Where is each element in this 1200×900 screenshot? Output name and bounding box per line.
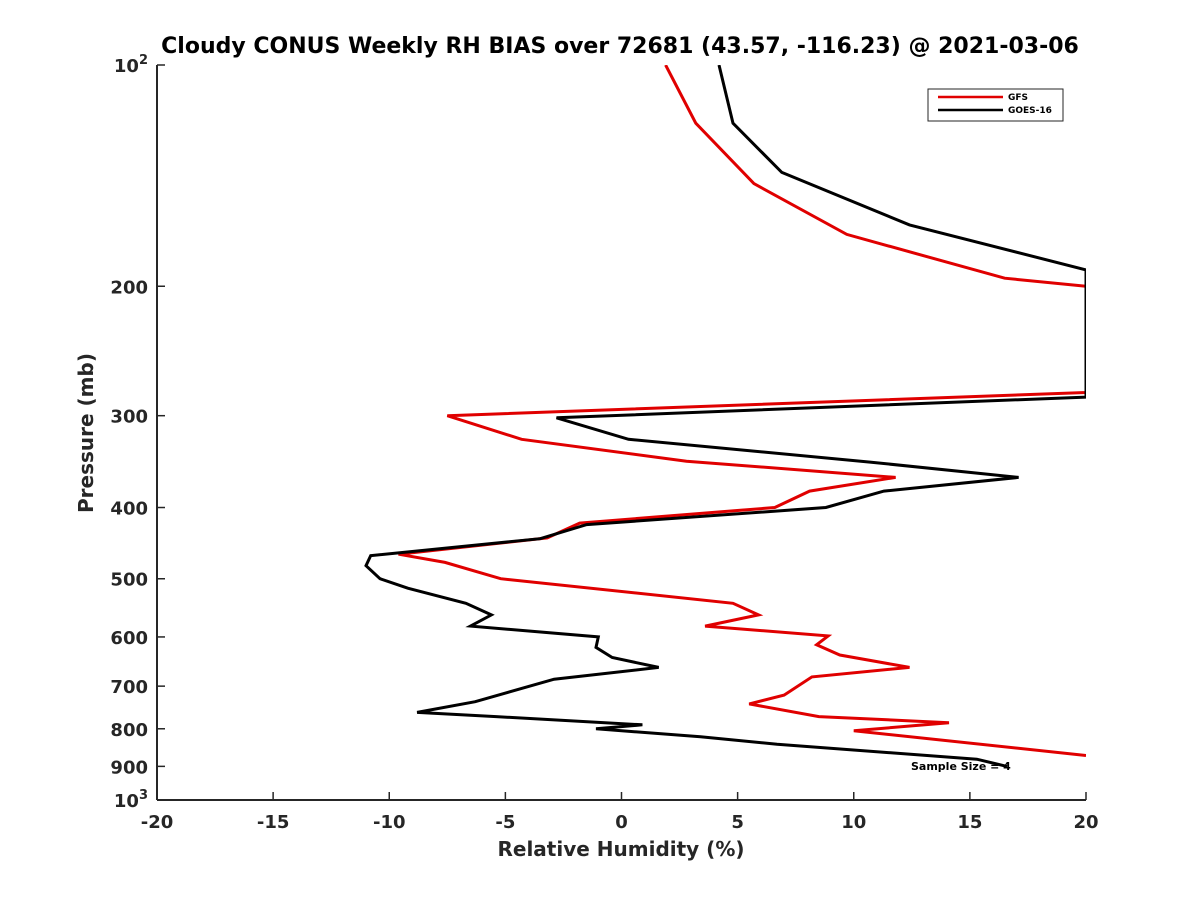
y-tick-label: 400 [110, 499, 148, 520]
x-tick-label: 15 [957, 812, 982, 833]
y-tick-label: 700 [110, 677, 148, 698]
x-tick-label: 10 [841, 812, 866, 833]
y-tick-label: 900 [110, 757, 148, 778]
x-tick-label: 20 [1073, 812, 1098, 833]
x-tick-label: 5 [731, 812, 744, 833]
y-tick-label: 103 [114, 788, 148, 812]
legend-box [927, 88, 1064, 122]
x-axis-label: Relative Humidity (%) [497, 837, 744, 861]
y-tick-label: 300 [110, 407, 148, 428]
y-tick-label: 600 [110, 628, 148, 649]
x-tick-label: -5 [495, 812, 515, 833]
x-tick-label: -20 [141, 812, 174, 833]
y-axis-label: Pressure (mb) [74, 353, 98, 513]
y-tick-label: 200 [110, 277, 148, 298]
x-tick-label: -10 [373, 812, 406, 833]
y-tick-group: 102 200 300 400 500 600 700 800 900 103 [110, 53, 165, 812]
series-line-gfs [398, 65, 1086, 757]
y-tick-label: 500 [110, 570, 148, 591]
x-tick-group: -20 -15 -10 -5 0 5 10 15 20 [141, 792, 1099, 833]
x-tick-label: -15 [257, 812, 290, 833]
sample-size-annotation: Sample Size = 4 [911, 760, 1011, 773]
series-layer [364, 65, 1086, 768]
chart-title: Cloudy CONUS Weekly RH BIAS over 72681 (… [161, 34, 1079, 59]
legend-label-gfs: GFS [1008, 93, 1028, 103]
legend-label-goes16: GOES-16 [1008, 106, 1052, 116]
series-line-goes16 [364, 65, 1086, 768]
y-tick-label: 800 [110, 720, 148, 741]
y-tick-label: 102 [114, 53, 148, 77]
x-tick-label: 0 [615, 812, 628, 833]
axes-box [156, 65, 1086, 801]
legend: GFS GOES-16 [927, 88, 1064, 122]
